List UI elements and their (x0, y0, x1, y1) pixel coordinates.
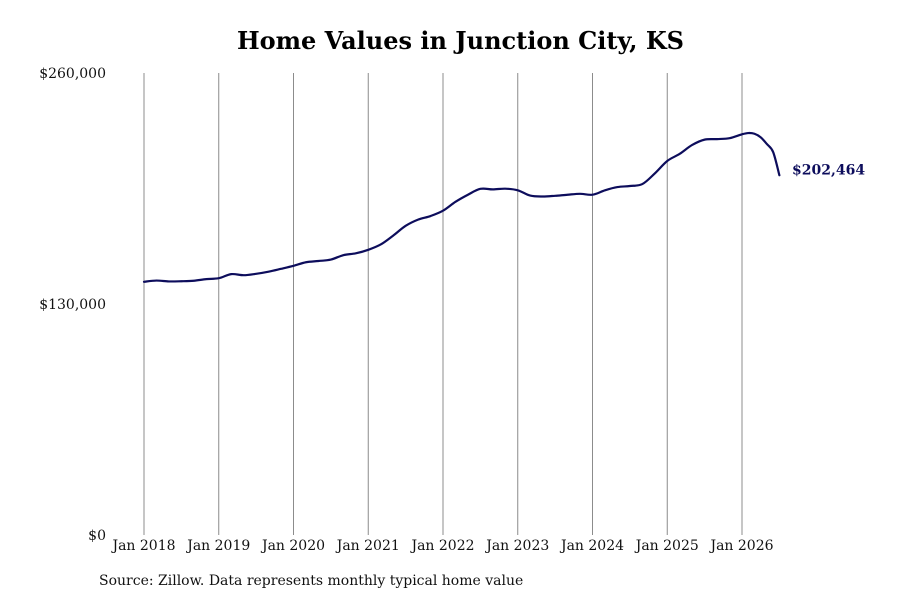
chart-title: Home Values in Junction City, KS (236, 26, 685, 55)
x-tick-label: Jan 2022 (409, 538, 474, 554)
x-tick-label: Jan 2021 (335, 538, 400, 554)
last-value-label: $202,464 (792, 163, 865, 179)
x-tick-label: Jan 2018 (110, 538, 175, 554)
x-tick-label: Jan 2019 (185, 538, 250, 554)
x-tick-label: Jan 2025 (634, 538, 699, 554)
grid-layer (143, 73, 743, 535)
series-layer (142, 131, 781, 283)
series-line (142, 131, 781, 283)
x-axis: Jan 2018 Jan 2019 Jan 2020 Jan 2021 Jan 2022… (110, 538, 773, 554)
x-tick-label: Jan 2026 (708, 538, 773, 554)
x-tick-label: Jan 2020 (260, 538, 325, 554)
x-tick-label: Jan 2023 (484, 538, 549, 554)
y-tick-label: $130,000 (39, 297, 106, 313)
x-tick-label: Jan 2024 (559, 538, 624, 554)
y-tick-label: $0 (88, 528, 106, 544)
y-tick-label: $260,000 (39, 66, 106, 82)
label-layer: $202,464 (792, 163, 865, 179)
source-note: Source: Zillow. Data represents monthly … (99, 573, 524, 589)
y-axis: $0 $130,000 $260,000 (39, 66, 106, 544)
